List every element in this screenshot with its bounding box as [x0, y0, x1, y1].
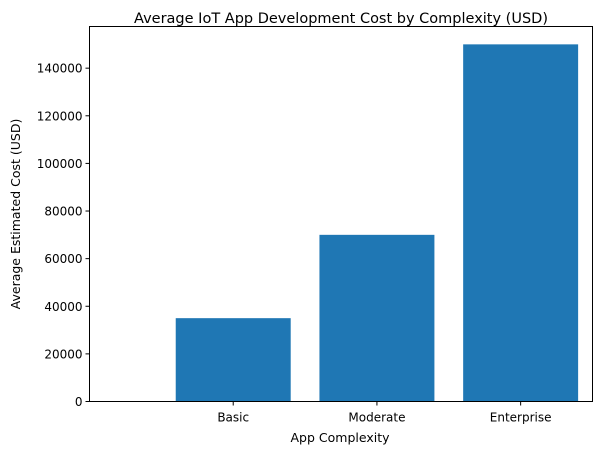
y-tick-label: 40000	[44, 300, 82, 314]
x-tick-label: Basic	[217, 411, 249, 425]
bar-basic	[175, 318, 291, 402]
plot-frame	[89, 26, 593, 402]
y-axis-label: Average Estimated Cost (USD)	[8, 119, 23, 310]
x-axis-label: App Complexity	[291, 430, 391, 445]
bars-group	[175, 44, 579, 402]
y-tick-label: 140000	[37, 62, 83, 76]
x-tick-label: Enterprise	[490, 411, 552, 425]
bar-enterprise	[463, 44, 579, 402]
y-tick-label: 80000	[44, 205, 82, 219]
y-tick-label: 120000	[37, 109, 83, 123]
y-tick-label: 20000	[44, 347, 82, 361]
y-tick-label: 0	[75, 395, 83, 409]
x-tick-label: Moderate	[348, 411, 405, 425]
bar-moderate	[319, 234, 435, 402]
y-tick-label: 60000	[44, 252, 82, 266]
y-tick-label: 100000	[37, 157, 83, 171]
x-axis-ticks: Basic Moderate Enterprise	[217, 401, 552, 425]
chart-title: Average IoT App Development Cost by Comp…	[134, 11, 548, 27]
y-axis-ticks: 0 20000 40000 60000 80000 100000 120000 140000	[37, 62, 90, 409]
